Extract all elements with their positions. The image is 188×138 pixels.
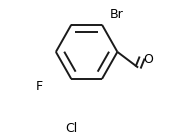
Text: Br: Br <box>110 8 124 21</box>
Text: O: O <box>143 53 153 66</box>
Text: Cl: Cl <box>65 122 77 135</box>
Text: F: F <box>35 80 42 93</box>
